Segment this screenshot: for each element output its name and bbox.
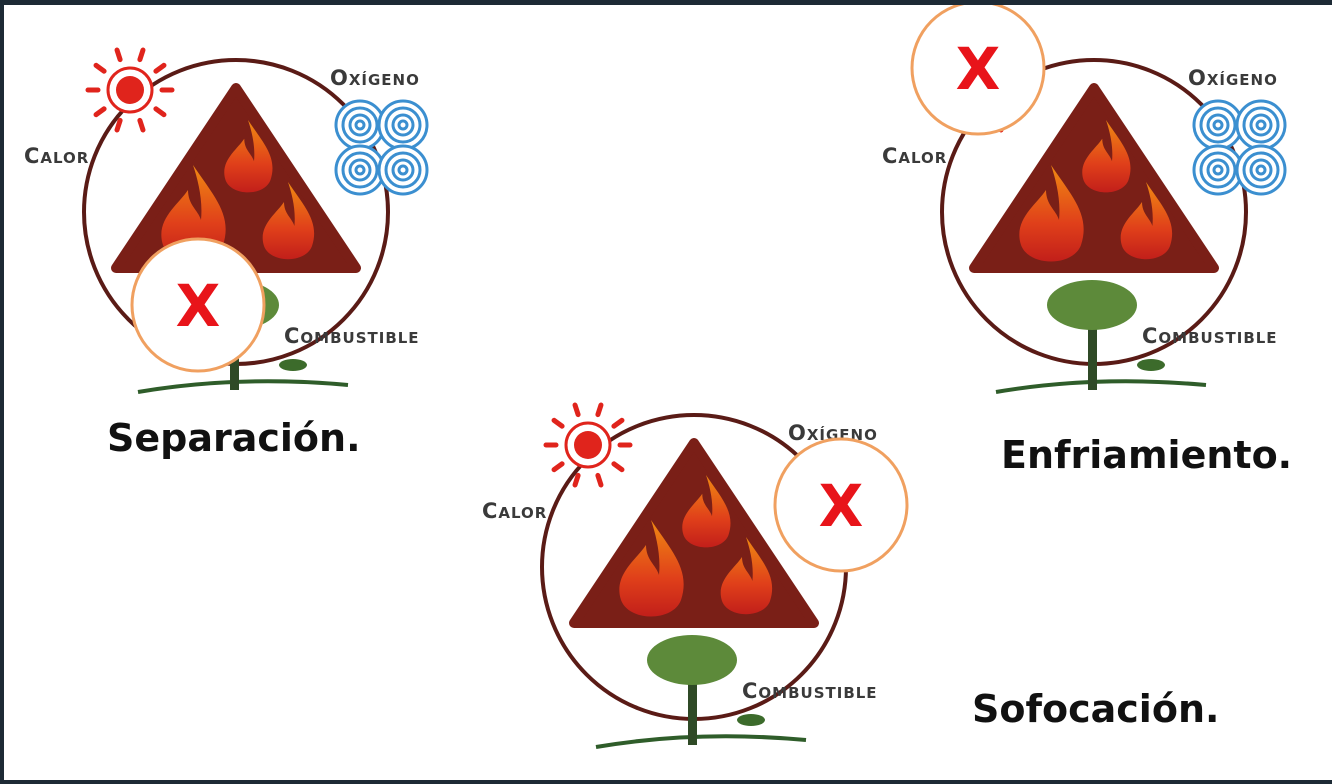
leaf	[279, 359, 307, 371]
leaf	[1137, 359, 1165, 371]
leaf	[737, 714, 765, 726]
oxygen-label: Oxígeno	[330, 66, 420, 90]
fuel-label: Combustible	[284, 324, 420, 348]
tree-trunk	[688, 675, 697, 745]
sun-ray	[554, 420, 562, 426]
ground	[138, 381, 348, 392]
heat-label: Calor	[24, 144, 89, 168]
removed-mark: X	[176, 272, 221, 340]
fuel-label: Combustible	[742, 679, 878, 703]
heat-label: Calor	[882, 144, 947, 168]
page: Calor Oxígeno Combustible X Separación. Calor…	[0, 0, 1332, 780]
sun-ray	[96, 109, 104, 115]
sun-ray	[598, 405, 601, 415]
ground	[996, 381, 1206, 392]
sun-ray	[117, 50, 120, 60]
caption: Sofocación.	[972, 687, 1219, 731]
fire-triangle: Calor Oxígeno Combustible X	[24, 50, 427, 392]
slide: Calor Oxígeno Combustible X Separación. Calor…	[4, 5, 1332, 780]
fuel-label: Combustible	[1142, 324, 1278, 348]
sun-ray	[156, 65, 164, 71]
oxygen-label: Oxígeno	[1188, 66, 1278, 90]
tree-crown	[1047, 280, 1137, 330]
removed-mark: X	[819, 472, 864, 540]
sun-ray	[96, 65, 104, 71]
caption: Separación.	[107, 416, 361, 460]
tree-crown	[647, 635, 737, 685]
heat-label: Calor	[482, 499, 547, 523]
sun-ray	[117, 120, 120, 130]
sun-ray	[156, 109, 164, 115]
sun-ray	[575, 405, 578, 415]
sun-ray	[140, 120, 143, 130]
sun-ray	[614, 464, 622, 470]
diagram-canvas: Calor Oxígeno Combustible X Separación. Calor…	[4, 5, 1332, 780]
sun	[116, 76, 144, 104]
sun-ray	[554, 464, 562, 470]
sun-ray	[575, 475, 578, 485]
caption: Enfriamiento.	[1001, 433, 1292, 477]
sun	[574, 431, 602, 459]
removed-mark: X	[956, 35, 1001, 103]
fire-triangle: Calor Oxígeno Combustible X	[882, 5, 1285, 392]
tree-trunk	[1088, 320, 1097, 390]
sun-ray	[614, 420, 622, 426]
sun-ray	[598, 475, 601, 485]
ground	[596, 736, 806, 747]
sun-ray	[140, 50, 143, 60]
